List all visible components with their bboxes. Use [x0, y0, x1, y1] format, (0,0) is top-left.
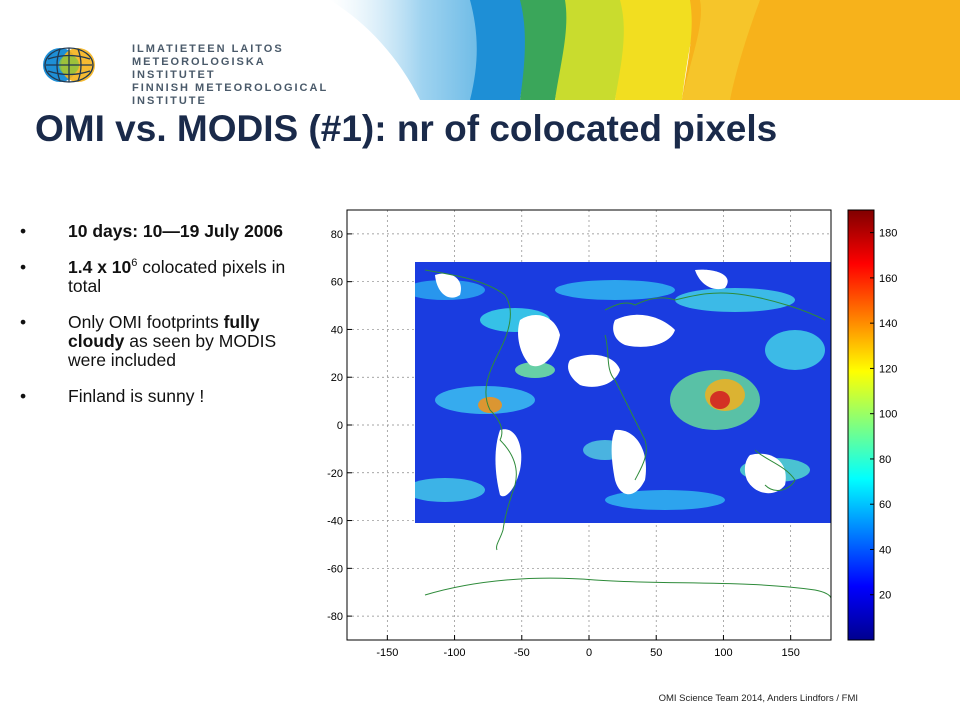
x-tick-label: -50 [514, 647, 530, 659]
bullet-item: • Only OMI footprints fully cloudy as se… [20, 313, 310, 370]
y-tick-label: -40 [327, 516, 343, 528]
bullet-text-emphasis: fully cloudy [68, 312, 260, 351]
colorbar-ticks: 180 160 140 120 100 80 60 40 20 [870, 228, 897, 602]
y-tick-label: -60 [327, 563, 343, 575]
fmi-globe-logo-icon [43, 47, 95, 83]
institute-name-swedish: METEOROLOGISKA INSTITUTET [132, 56, 266, 81]
x-tick-label: -100 [444, 647, 466, 659]
x-tick-label: 50 [650, 647, 662, 659]
bullet-item: • 10 days: 10—19 July 2006 [20, 222, 310, 241]
y-tick-label: 80 [331, 229, 343, 241]
bullet-exponent: 6 [131, 257, 138, 270]
bullet-text-post: as seen by MODIS were included [68, 331, 277, 370]
colorbar-tick-label: 180 [879, 228, 897, 240]
x-tick-label: -150 [376, 647, 398, 659]
colocation-data-field [415, 262, 831, 523]
institute-name-finnish: ILMATIETEEN LAITOS [132, 43, 284, 55]
colorbar-tick-label: 160 [879, 273, 897, 285]
bullet-item: • 1.4 x 106 colocated pixels in total [20, 258, 310, 296]
colorbar-tick-label: 60 [879, 499, 891, 511]
bullet-text-finland: Finland is sunny ! [68, 386, 205, 406]
colorbar-tick-label: 80 [879, 454, 891, 466]
x-tick-label: 100 [714, 647, 732, 659]
colorbar-tick-label: 100 [879, 409, 897, 421]
bullet-item: • Finland is sunny ! [20, 387, 310, 406]
y-tick-label: -80 [327, 611, 343, 623]
bullet-marker: • [20, 257, 27, 277]
y-tick-label: 20 [331, 372, 343, 384]
bullet-marker: • [20, 386, 27, 406]
y-tick-label: -20 [327, 468, 343, 480]
y-tick-label: 40 [331, 324, 343, 336]
institute-name: ILMATIETEEN LAITOS METEOROLOGISKA INSTIT… [132, 43, 340, 108]
x-tick-label: 0 [586, 647, 592, 659]
colorbar-tick-label: 140 [879, 318, 897, 330]
institute-name-english: FINNISH METEOROLOGICAL INSTITUTE [132, 82, 328, 107]
y-axis-ticks: 80 60 40 20 0 -20 -40 -60 -80 [327, 229, 352, 623]
colorbar-tick-label: 20 [879, 590, 891, 602]
slide-title: OMI vs. MODIS (#1): nr of colocated pixe… [35, 108, 778, 149]
y-tick-label: 0 [337, 420, 343, 432]
x-axis-ticks: -150 -100 -50 0 50 100 150 [376, 635, 800, 659]
bullet-marker: • [20, 312, 27, 332]
bullet-text-count: 1.4 x 10 [68, 257, 132, 277]
bullet-text-date: 10 days: 10—19 July 2006 [68, 221, 284, 241]
header-banner [330, 0, 960, 100]
x-tick-label: 150 [781, 647, 799, 659]
bullet-marker: • [20, 221, 27, 241]
coastlines [424, 269, 832, 599]
footer-credit: OMI Science Team 2014, Anders Lindfors /… [658, 693, 858, 704]
bullet-text-count-rest: colocated pixels in total [68, 257, 286, 296]
institute-logo: ILMATIETEEN LAITOS METEOROLOGISKA INSTIT… [40, 40, 340, 107]
bullet-text-pre: Only OMI footprints [68, 312, 224, 332]
colorbar-tick-label: 40 [879, 544, 891, 556]
bullet-list: • 10 days: 10—19 July 2006 • 1.4 x 106 c… [20, 222, 310, 423]
colorbar-tick-label: 120 [879, 363, 897, 375]
colocation-map-figure: -150 -100 -50 0 50 100 150 80 60 40 20 0 -20 -40 -60 -… [327, 209, 897, 659]
y-tick-label: 60 [331, 277, 343, 289]
colorbar [847, 209, 875, 641]
